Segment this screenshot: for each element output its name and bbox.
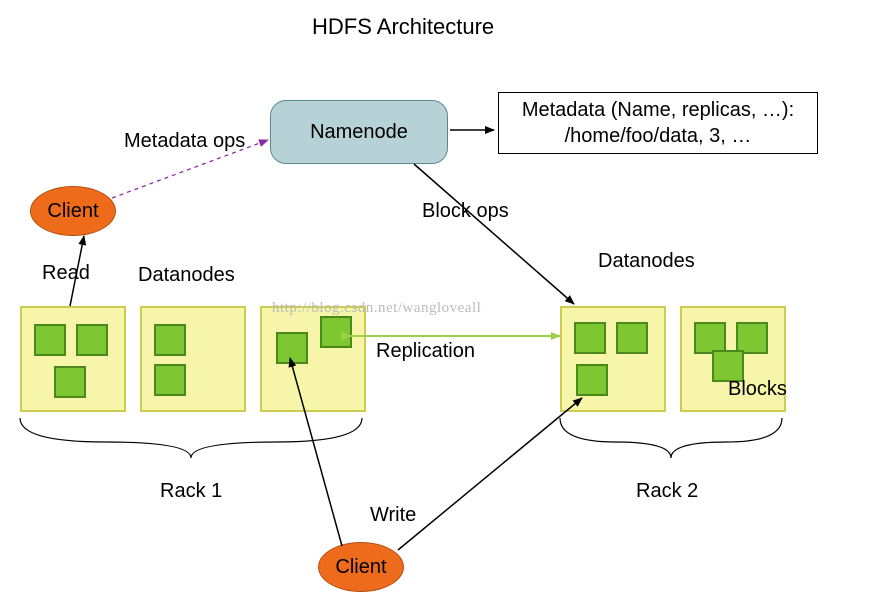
- label-blocks: Blocks: [728, 378, 787, 401]
- block-3-2: [576, 364, 608, 396]
- block-3-0: [574, 322, 606, 354]
- label-datanodes2: Datanodes: [598, 250, 695, 273]
- datanode-3: [560, 306, 666, 412]
- datanode-0: [20, 306, 126, 412]
- label-replication: Replication: [376, 340, 475, 363]
- label-datanodes1: Datanodes: [138, 264, 235, 287]
- datanode-1: [140, 306, 246, 412]
- client-bottom: Client: [318, 542, 404, 592]
- client-top: Client: [30, 186, 116, 236]
- block-0-2: [54, 366, 86, 398]
- label-read: Read: [42, 262, 90, 285]
- block-3-1: [616, 322, 648, 354]
- block-0-0: [34, 324, 66, 356]
- label-metadata_ops: Metadata ops: [124, 130, 245, 153]
- block-1-0: [154, 324, 186, 356]
- block-1-1: [154, 364, 186, 396]
- diagram-title: HDFS Architecture: [312, 14, 494, 40]
- metadata-box: Metadata (Name, replicas, …):/home/foo/d…: [498, 92, 818, 154]
- block-2-1: [320, 316, 352, 348]
- namenode-box: Namenode: [270, 100, 448, 164]
- label-write: Write: [370, 504, 416, 527]
- metadata-line1: Metadata (Name, replicas, …):: [507, 97, 809, 123]
- label-rack1: Rack 1: [160, 480, 222, 503]
- block-ops-arrow: [414, 164, 574, 304]
- label-block_ops: Block ops: [422, 200, 509, 223]
- brace-rack2: [560, 418, 782, 458]
- metadata-line2: /home/foo/data, 3, …: [507, 123, 809, 149]
- write-arrow-right: [398, 398, 582, 550]
- label-watermark: http://blog.csdn.net/wangloveall: [272, 300, 481, 317]
- block-0-1: [76, 324, 108, 356]
- datanode-2: [260, 306, 366, 412]
- brace-rack1: [20, 418, 362, 458]
- label-rack2: Rack 2: [636, 480, 698, 503]
- block-2-0: [276, 332, 308, 364]
